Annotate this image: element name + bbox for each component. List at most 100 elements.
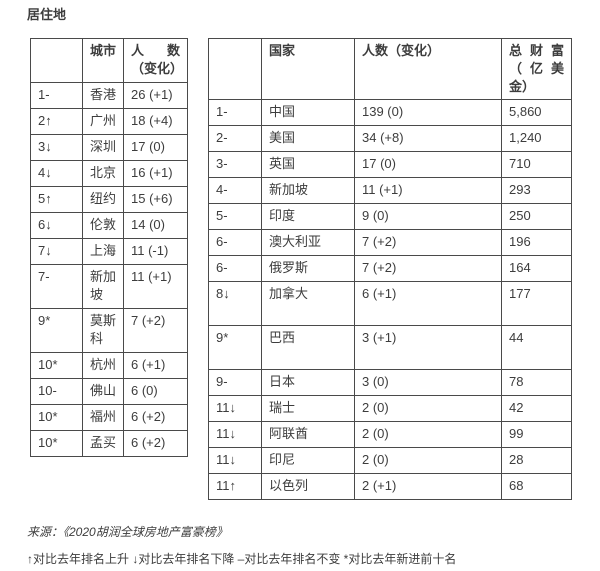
cell-wealth: 293 xyxy=(501,177,572,204)
cell-rank: 3- xyxy=(208,151,262,178)
cell-count: 2 (+1) xyxy=(354,473,502,500)
cell-name: 以色列 xyxy=(261,473,355,500)
cell-rank: 6↓ xyxy=(30,212,83,239)
cell-count: 3 (+1) xyxy=(354,325,502,370)
cell-name: 瑞士 xyxy=(261,395,355,422)
cell-count: 16 (+1) xyxy=(123,160,188,187)
cell-count: 17 (0) xyxy=(123,134,188,161)
table-row: 3- 英国 17 (0) 710 xyxy=(208,151,572,178)
cell-name: 阿联酋 xyxy=(261,421,355,448)
table-row: 3↓ 深圳 17 (0) xyxy=(30,134,188,161)
cell-name: 新加坡 xyxy=(261,177,355,204)
table-row: 4↓ 北京 16 (+1) xyxy=(30,160,188,187)
cell-rank: 9* xyxy=(208,325,262,370)
country-table-header-row: 国家 人数（变化） 总财富（亿美金） xyxy=(208,38,572,100)
cell-wealth: 5,860 xyxy=(501,99,572,126)
cell-count: 14 (0) xyxy=(123,212,188,239)
cell-count: 2 (0) xyxy=(354,447,502,474)
cell-count: 7 (+2) xyxy=(354,229,502,256)
cell-wealth: 164 xyxy=(501,255,572,282)
country-header-wealth: 总财富（亿美金） xyxy=(501,38,572,100)
cell-wealth: 250 xyxy=(501,203,572,230)
cell-rank: 11↓ xyxy=(208,447,262,474)
cell-name: 北京 xyxy=(82,160,124,187)
table-row: 11↓ 印尼 2 (0) 28 xyxy=(208,447,572,474)
cell-count: 34 (+8) xyxy=(354,125,502,152)
table-row: 10* 福州 6 (+2) xyxy=(30,404,188,431)
cell-count: 11 (+1) xyxy=(123,264,188,309)
city-header-count: 人数（变化） xyxy=(123,38,188,83)
table-row: 4- 新加坡 11 (+1) 293 xyxy=(208,177,572,204)
cell-rank: 8↓ xyxy=(208,281,262,326)
cell-rank: 11↑ xyxy=(208,473,262,500)
cell-count: 139 (0) xyxy=(354,99,502,126)
table-row: 9* 巴西 3 (+1) 44 xyxy=(208,325,572,370)
cell-count: 6 (0) xyxy=(123,378,188,405)
cell-name: 伦敦 xyxy=(82,212,124,239)
table-row: 2- 美国 34 (+8) 1,240 xyxy=(208,125,572,152)
cell-rank: 5↑ xyxy=(30,186,83,213)
cell-name: 孟买 xyxy=(82,430,124,457)
cell-rank: 2↑ xyxy=(30,108,83,135)
table-row: 7- 新加坡 11 (+1) xyxy=(30,264,188,309)
cell-rank: 2- xyxy=(208,125,262,152)
cell-name: 英国 xyxy=(261,151,355,178)
cell-wealth: 28 xyxy=(501,447,572,474)
cell-count: 7 (+2) xyxy=(123,308,188,353)
table-row: 10* 杭州 6 (+1) xyxy=(30,352,188,379)
cell-rank: 4↓ xyxy=(30,160,83,187)
cell-name: 澳大利亚 xyxy=(261,229,355,256)
cell-rank: 10- xyxy=(30,378,83,405)
cell-rank: 10* xyxy=(30,404,83,431)
cell-name: 深圳 xyxy=(82,134,124,161)
cell-count: 11 (+1) xyxy=(354,177,502,204)
cell-name: 日本 xyxy=(261,369,355,396)
source-line: 来源：《2020胡润全球房地产富豪榜》 xyxy=(27,525,228,539)
table-row: 2↑ 广州 18 (+4) xyxy=(30,108,188,135)
cell-wealth: 99 xyxy=(501,421,572,448)
cell-name: 香港 xyxy=(82,82,124,109)
cell-name: 杭州 xyxy=(82,352,124,379)
cell-count: 6 (+2) xyxy=(123,404,188,431)
cell-name: 印尼 xyxy=(261,447,355,474)
table-row: 10* 孟买 6 (+2) xyxy=(30,430,188,457)
cell-count: 18 (+4) xyxy=(123,108,188,135)
cell-rank: 9* xyxy=(30,308,83,353)
country-header-count: 人数（变化） xyxy=(354,38,502,100)
cell-wealth: 710 xyxy=(501,151,572,178)
cell-count: 6 (+1) xyxy=(354,281,502,326)
city-header-rank xyxy=(30,38,83,83)
cell-rank: 1- xyxy=(30,82,83,109)
cell-count: 7 (+2) xyxy=(354,255,502,282)
cell-count: 9 (0) xyxy=(354,203,502,230)
cell-rank: 3↓ xyxy=(30,134,83,161)
cell-rank: 7↓ xyxy=(30,238,83,265)
cell-count: 17 (0) xyxy=(354,151,502,178)
table-row: 7↓ 上海 11 (-1) xyxy=(30,238,188,265)
cell-rank: 11↓ xyxy=(208,421,262,448)
table-row: 6- 澳大利亚 7 (+2) 196 xyxy=(208,229,572,256)
tables-container: 城市 人数（变化） 1- 香港 26 (+1) 2↑ 广州 18 (+4) 3↓ 深圳 17 (… xyxy=(30,38,600,500)
table-row: 11↓ 瑞士 2 (0) 42 xyxy=(208,395,572,422)
cell-name: 俄罗斯 xyxy=(261,255,355,282)
page-title: 居住地 xyxy=(27,7,67,22)
country-header-name: 国家 xyxy=(261,38,355,100)
cell-count: 11 (-1) xyxy=(123,238,188,265)
cell-count: 6 (+2) xyxy=(123,430,188,457)
cell-count: 2 (0) xyxy=(354,421,502,448)
cell-count: 2 (0) xyxy=(354,395,502,422)
table-row: 6- 俄罗斯 7 (+2) 164 xyxy=(208,255,572,282)
cell-wealth: 68 xyxy=(501,473,572,500)
cell-name: 中国 xyxy=(261,99,355,126)
cell-wealth: 42 xyxy=(501,395,572,422)
cell-rank: 10* xyxy=(30,430,83,457)
legend-footnote: ↑对比去年排名上升 ↓对比去年排名下降 –对比去年排名不变 *对比去年新进前十名 xyxy=(27,552,457,566)
cell-wealth: 78 xyxy=(501,369,572,396)
cell-rank: 5- xyxy=(208,203,262,230)
country-ranking-table: 国家 人数（变化） 总财富（亿美金） 1- 中国 139 (0) 5,860 2- 美国 3… xyxy=(208,38,572,500)
table-row: 5- 印度 9 (0) 250 xyxy=(208,203,572,230)
cell-wealth: 44 xyxy=(501,325,572,370)
cell-rank: 1- xyxy=(208,99,262,126)
cell-name: 美国 xyxy=(261,125,355,152)
country-table-body: 1- 中国 139 (0) 5,860 2- 美国 34 (+8) 1,240 3- 英国 17 (… xyxy=(208,99,572,500)
